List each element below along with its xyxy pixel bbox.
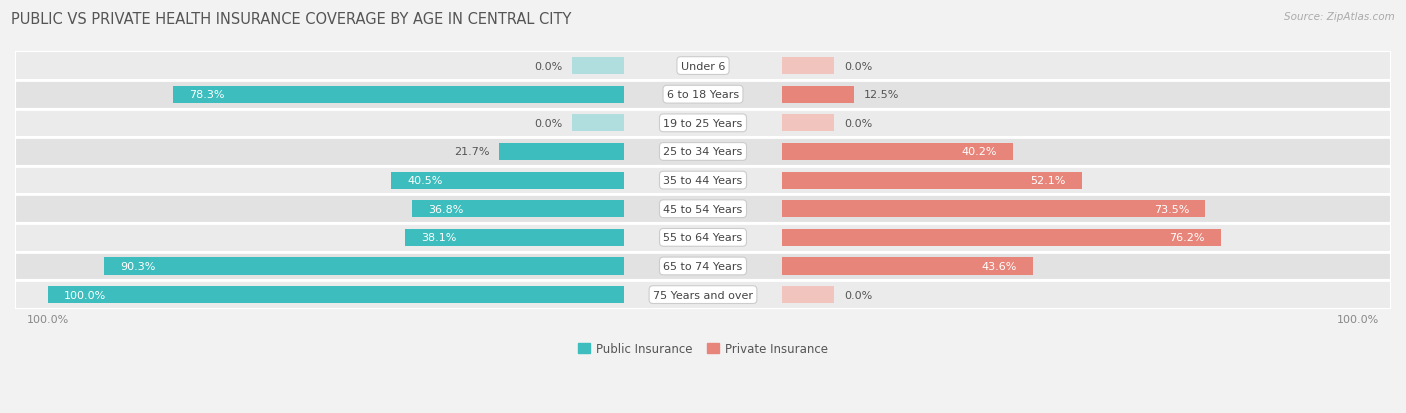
Text: 78.3%: 78.3% bbox=[190, 90, 225, 100]
Text: 6 to 18 Years: 6 to 18 Years bbox=[666, 90, 740, 100]
Bar bbox=[782, 286, 834, 304]
Text: Under 6: Under 6 bbox=[681, 62, 725, 71]
Text: 21.7%: 21.7% bbox=[454, 147, 489, 157]
Text: 65 to 74 Years: 65 to 74 Years bbox=[664, 261, 742, 271]
Bar bbox=[782, 201, 1205, 218]
Text: 43.6%: 43.6% bbox=[981, 261, 1017, 271]
Bar bbox=[15, 52, 1391, 81]
Bar bbox=[499, 144, 624, 161]
Bar bbox=[104, 258, 624, 275]
Bar bbox=[572, 58, 624, 75]
Text: 76.2%: 76.2% bbox=[1170, 233, 1205, 243]
Text: 75 Years and over: 75 Years and over bbox=[652, 290, 754, 300]
Bar bbox=[782, 172, 1083, 189]
Text: 38.1%: 38.1% bbox=[420, 233, 457, 243]
Bar bbox=[15, 166, 1391, 195]
Text: 0.0%: 0.0% bbox=[844, 119, 872, 128]
Bar bbox=[572, 115, 624, 132]
Text: 35 to 44 Years: 35 to 44 Years bbox=[664, 176, 742, 186]
Text: 45 to 54 Years: 45 to 54 Years bbox=[664, 204, 742, 214]
Text: 52.1%: 52.1% bbox=[1031, 176, 1066, 186]
Text: 55 to 64 Years: 55 to 64 Years bbox=[664, 233, 742, 243]
Text: 73.5%: 73.5% bbox=[1154, 204, 1189, 214]
Bar bbox=[782, 58, 834, 75]
Bar bbox=[15, 223, 1391, 252]
Bar bbox=[15, 280, 1391, 309]
Bar bbox=[782, 115, 834, 132]
Bar bbox=[412, 201, 624, 218]
Bar bbox=[15, 138, 1391, 166]
Bar bbox=[15, 109, 1391, 138]
Text: 0.0%: 0.0% bbox=[534, 119, 562, 128]
Text: 40.2%: 40.2% bbox=[962, 147, 997, 157]
Bar bbox=[15, 195, 1391, 223]
Text: 36.8%: 36.8% bbox=[429, 204, 464, 214]
Bar bbox=[173, 86, 624, 104]
Legend: Public Insurance, Private Insurance: Public Insurance, Private Insurance bbox=[574, 337, 832, 360]
Bar bbox=[405, 229, 624, 246]
Text: 90.3%: 90.3% bbox=[120, 261, 156, 271]
Text: Source: ZipAtlas.com: Source: ZipAtlas.com bbox=[1284, 12, 1395, 22]
Text: PUBLIC VS PRIVATE HEALTH INSURANCE COVERAGE BY AGE IN CENTRAL CITY: PUBLIC VS PRIVATE HEALTH INSURANCE COVER… bbox=[11, 12, 572, 27]
Text: 0.0%: 0.0% bbox=[844, 290, 872, 300]
Text: 25 to 34 Years: 25 to 34 Years bbox=[664, 147, 742, 157]
Text: 19 to 25 Years: 19 to 25 Years bbox=[664, 119, 742, 128]
Bar bbox=[391, 172, 624, 189]
Bar bbox=[782, 229, 1220, 246]
Text: 0.0%: 0.0% bbox=[534, 62, 562, 71]
Bar bbox=[15, 252, 1391, 280]
Text: 0.0%: 0.0% bbox=[844, 62, 872, 71]
Bar bbox=[782, 86, 853, 104]
Bar bbox=[782, 258, 1033, 275]
Bar bbox=[48, 286, 624, 304]
Bar bbox=[782, 144, 1014, 161]
Text: 100.0%: 100.0% bbox=[65, 290, 107, 300]
Bar bbox=[15, 81, 1391, 109]
Text: 12.5%: 12.5% bbox=[863, 90, 898, 100]
Text: 40.5%: 40.5% bbox=[408, 176, 443, 186]
